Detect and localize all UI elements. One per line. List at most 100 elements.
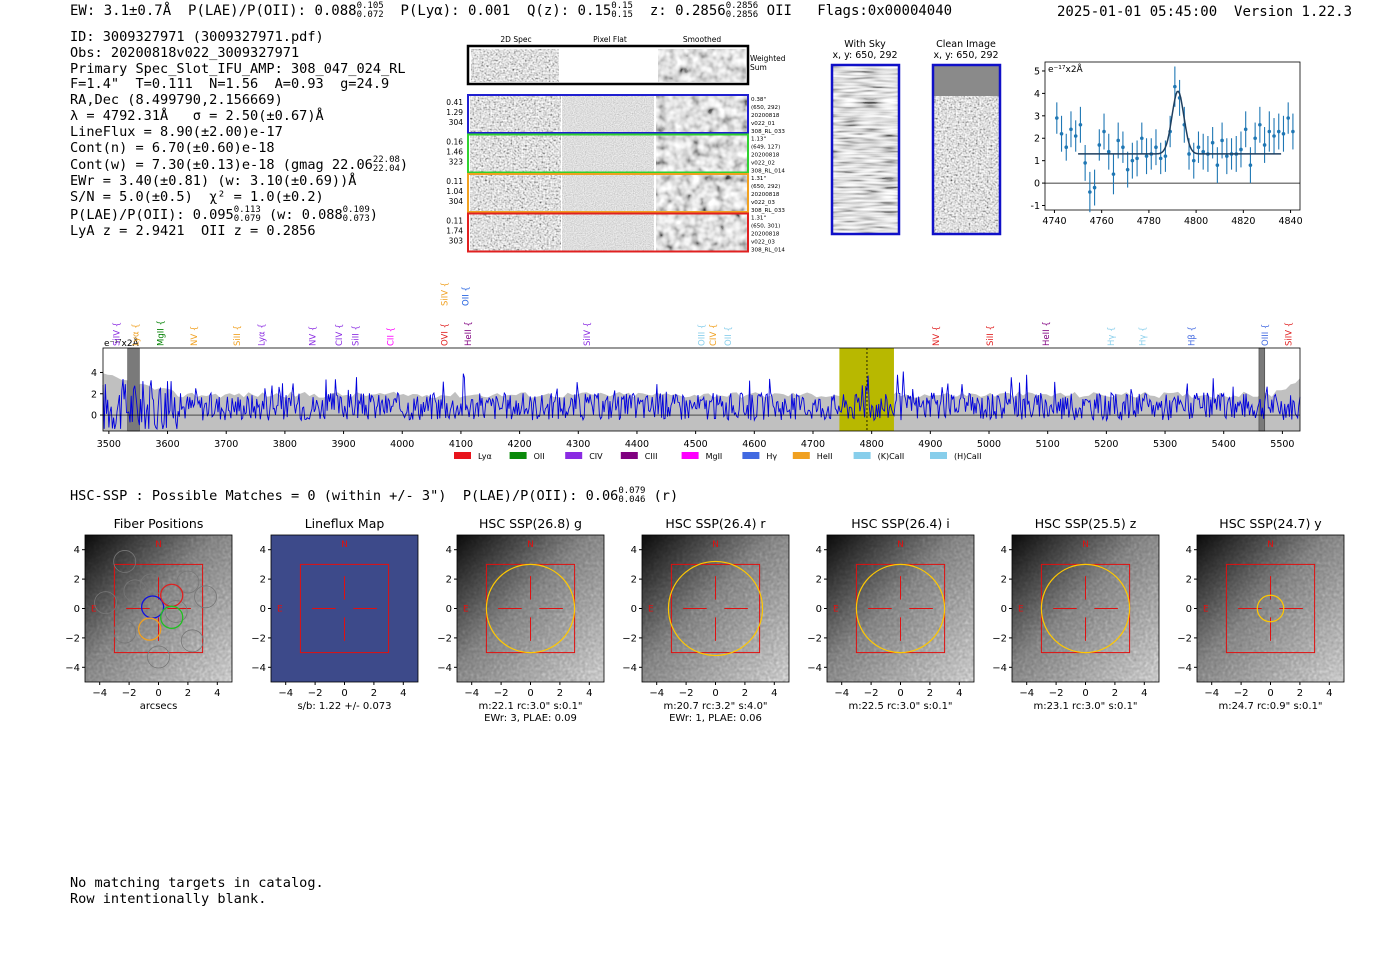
header-bar: EW: 3.1±0.7Å P(LAE)/P(OII): 0.0880.105 0.…: [70, 2, 952, 20]
hsc-ytick-label: 2: [74, 575, 80, 586]
line-label: CIV {: [709, 324, 719, 346]
hsc-xtick-label: −4: [1019, 688, 1034, 699]
full-xtick-label: 5000: [977, 439, 1001, 450]
hsc-ytick-label: −4: [622, 663, 637, 674]
hsc-xtick-label: 0: [341, 688, 347, 699]
hsc-panel-caption: m:22.1 rc:3.0" s:0.1": [478, 701, 582, 712]
legend-swatch: [681, 452, 699, 459]
clean-masked-region: [934, 66, 999, 96]
zoom-point: [1102, 129, 1106, 134]
fiber-row-stat: 1.74: [446, 227, 463, 236]
info-contw-lo: 22.04: [372, 164, 400, 175]
legend-swatch: [930, 452, 947, 459]
full-xtick-label: 3500: [97, 439, 121, 450]
line-label: OVI {: [440, 323, 450, 346]
info-obs: Obs: 20200818v022_3009327971: [70, 44, 300, 61]
zoom-point: [1158, 156, 1163, 161]
hsc-xtick-label: −2: [494, 688, 509, 699]
cutout-cell: [656, 134, 748, 173]
zoom-point: [1262, 143, 1267, 147]
legend-label: Lyα: [478, 452, 492, 461]
header-qz: Q(z): 0.15: [526, 3, 612, 19]
zoom-point: [1135, 156, 1139, 161]
aperture-circle: [1256, 594, 1285, 623]
hsc-panel-title: HSC SSP(26.4) r: [665, 516, 766, 531]
east-label: E: [91, 605, 97, 615]
line-label: HeII {: [464, 321, 474, 346]
fiber-circle: [176, 570, 200, 594]
header-z: z: 0.2856: [649, 3, 726, 19]
fiber-row-meta: v022_01: [751, 121, 775, 127]
legend-label: CIV: [589, 452, 603, 461]
zoom-ytick-label: -1: [1031, 201, 1040, 212]
fiber-row-meta: 0.38": [751, 97, 766, 103]
with-sky-frame: [830, 63, 901, 236]
east-label: E: [1018, 605, 1024, 615]
zoom-point: [1248, 163, 1253, 167]
hsc-title: HSC-SSP : Possible Matches = 0 (within +…: [70, 487, 678, 505]
cutout-col-title: Smoothed: [683, 35, 722, 44]
hsc-ytick-label: −2: [992, 633, 1007, 644]
hsc-title-band: (r): [653, 488, 679, 504]
hsc-ytick-label: 4: [74, 545, 80, 556]
legend-label: Hγ: [766, 452, 777, 461]
hsc-xtick-label: 0: [527, 688, 533, 699]
legend-swatch: [792, 452, 810, 459]
north-label: N: [712, 540, 719, 550]
cutout-cell: [470, 95, 561, 133]
zoom-point: [1191, 158, 1196, 163]
zoom-point: [1267, 129, 1272, 134]
header-z-lo: 0.2856: [725, 10, 759, 20]
zoom-xtick-label: 4820: [1231, 216, 1255, 227]
hsc-panel-title: HSC SSP(24.7) y: [1219, 516, 1322, 531]
with-sky-image: [833, 66, 898, 233]
full-xtick-label: 5500: [1270, 439, 1294, 450]
hsc-panel-caption: s/b: 1.22 +/- 0.073: [297, 701, 391, 712]
fiber-row-meta: 20200818: [751, 192, 780, 198]
hsc-ytick-label: −2: [622, 633, 637, 644]
fiber-row-meta: 308_RL_033: [751, 208, 785, 214]
hsc-xtick-label: −4: [834, 688, 849, 699]
zoom-xtick-label: 4740: [1042, 216, 1066, 227]
hsc-ytick-label: 2: [1001, 575, 1007, 586]
zoom-point: [1243, 127, 1248, 132]
legend-swatch: [853, 452, 871, 459]
legend-label: (H)CaII: [954, 452, 981, 461]
zoom-point: [1276, 129, 1281, 134]
weighted-spec: [471, 49, 559, 82]
zoom-point: [1130, 158, 1135, 163]
fiber-row-stat: 323: [449, 158, 464, 167]
zoom-xtick-label: 4760: [1090, 216, 1114, 227]
full-xtick-label: 5200: [1094, 439, 1118, 450]
zoom-point: [1239, 147, 1243, 152]
cutout-cell: [470, 134, 561, 173]
zoom-point: [1092, 185, 1097, 190]
info-radec: RA,Dec (8.499790,2.156669): [70, 92, 283, 109]
legend-label: (K)CaII: [878, 452, 905, 461]
hsc-panel-title: Lineflux Map: [305, 516, 385, 531]
fiber-row-meta: 1.31": [751, 176, 766, 182]
hsc-xtick-label: 2: [371, 688, 377, 699]
hsc-xtick-label: 0: [1082, 688, 1088, 699]
hsc-ytick-label: −4: [992, 663, 1007, 674]
full-xtick-label: 3800: [273, 439, 297, 450]
info-plae: P(LAE)/P(OII): 0.095: [70, 206, 234, 223]
spectrum-line: [102, 371, 1301, 430]
hsc-ytick-label: −4: [251, 663, 266, 674]
hsc-xtick-label: 4: [956, 688, 962, 699]
header-qz-lo: 0.15: [611, 10, 633, 20]
header-z-hi: 0.2856: [725, 1, 759, 11]
hsc-image-shade: [457, 535, 604, 682]
info-plae-w-lo: 0.073: [342, 213, 370, 224]
north-label: N: [341, 540, 348, 550]
search-box: [670, 563, 761, 654]
full-xtick-label: 5400: [1212, 439, 1236, 450]
zoom-ytick-label: 0: [1034, 179, 1040, 190]
hsc-image-shade: [827, 535, 974, 682]
line-label: NV {: [932, 326, 942, 346]
zoom-xtick-label: 4800: [1184, 216, 1208, 227]
full-ytick-label: 2: [91, 389, 97, 400]
zoom-ytick-label: 4: [1034, 89, 1040, 100]
